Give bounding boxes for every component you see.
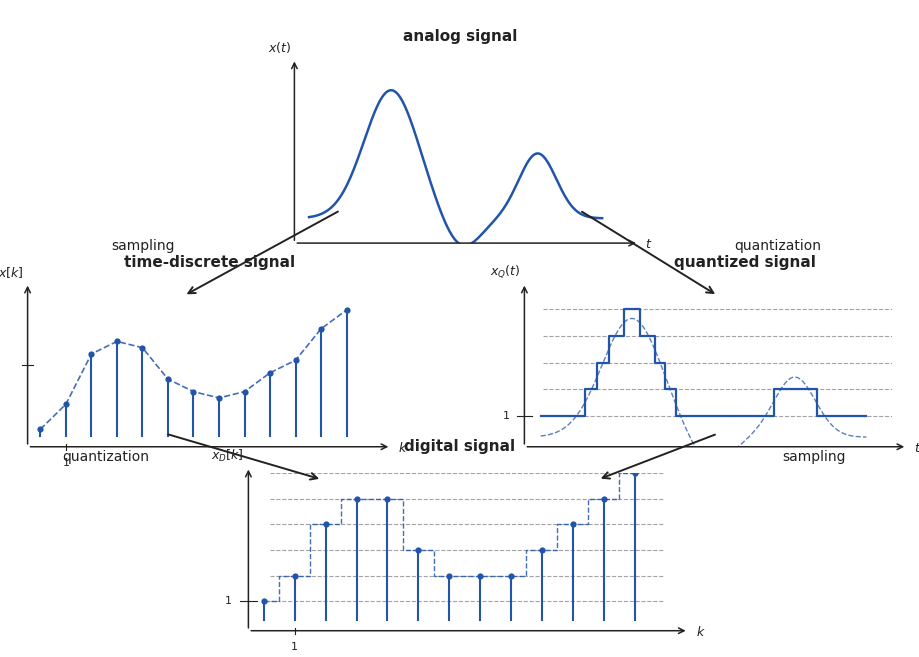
Text: time-discrete signal: time-discrete signal <box>124 255 295 270</box>
Text: 1: 1 <box>224 597 232 606</box>
Text: $x_Q(t)$: $x_Q(t)$ <box>490 263 520 280</box>
Text: t: t <box>913 442 918 455</box>
Text: k: k <box>697 626 703 639</box>
Text: 1: 1 <box>291 642 298 652</box>
Text: $x(t)$: $x(t)$ <box>267 40 290 55</box>
Text: digital signal: digital signal <box>404 439 515 454</box>
Text: $x[k]$: $x[k]$ <box>0 265 24 280</box>
Text: 1: 1 <box>62 458 69 468</box>
Text: 1: 1 <box>502 411 509 421</box>
Text: t: t <box>645 238 650 252</box>
Text: sampling: sampling <box>110 239 175 254</box>
Text: sampling: sampling <box>781 449 845 464</box>
Text: analog signal: analog signal <box>403 30 516 45</box>
Text: k: k <box>398 442 405 455</box>
Text: quantization: quantization <box>62 449 149 464</box>
Text: $x_D[k]$: $x_D[k]$ <box>211 447 244 464</box>
Text: quantization: quantization <box>733 239 820 254</box>
Text: quantized signal: quantized signal <box>674 255 815 270</box>
